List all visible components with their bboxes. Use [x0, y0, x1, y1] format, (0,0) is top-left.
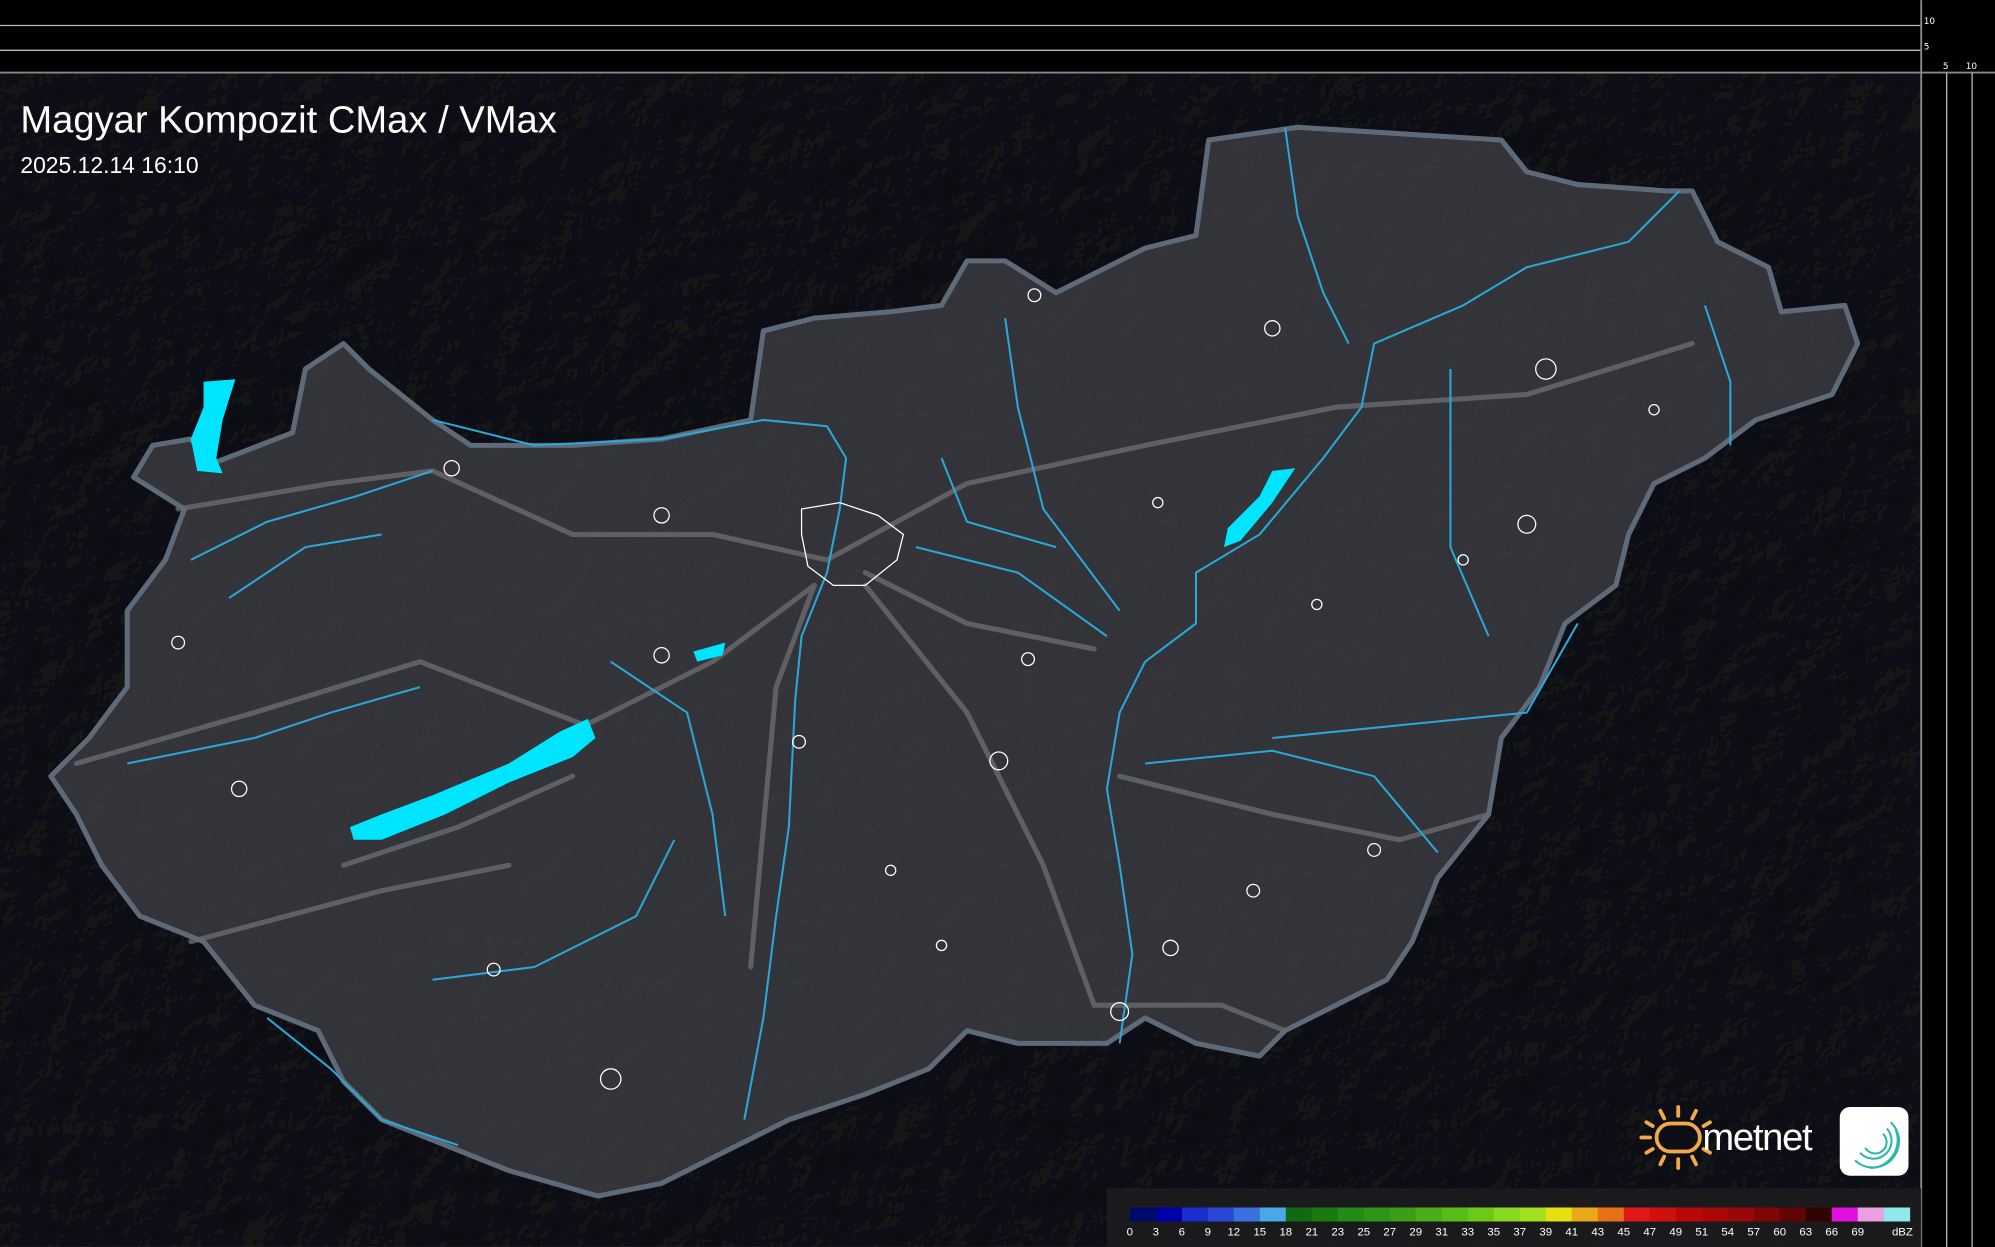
metnet-logo: metnet: [1639, 1105, 1909, 1176]
hungary-country: [48, 124, 1861, 1199]
legend-label: 49: [1669, 1226, 1682, 1238]
legend-label: 21: [1305, 1226, 1318, 1238]
legend-swatch: [1233, 1207, 1261, 1222]
map-timestamp: 2025.12.14 16:10: [20, 152, 198, 178]
legend-swatch: [1519, 1207, 1547, 1222]
roads: [73, 341, 1695, 1034]
legend-label: 47: [1643, 1226, 1656, 1238]
legend-label: 43: [1591, 1226, 1604, 1238]
legend-swatch: [1441, 1207, 1469, 1222]
legend-swatch: [1363, 1207, 1391, 1222]
legend-label: 6: [1179, 1226, 1185, 1238]
legend-label: 3: [1153, 1226, 1159, 1238]
river-danube: [432, 418, 848, 1120]
right-strip: [1921, 0, 1995, 1247]
map-title: Magyar Kompozit CMax / VMax: [20, 98, 556, 141]
legend-swatch: [1493, 1207, 1521, 1222]
legend-label: 27: [1383, 1226, 1396, 1238]
legend-swatch: [1597, 1207, 1625, 1222]
legend-swatch: [1389, 1207, 1417, 1222]
legend-swatch: [1623, 1207, 1651, 1222]
tick-h-10: 10: [1966, 62, 1978, 72]
legend-label: 37: [1513, 1226, 1526, 1238]
tick-h-5: 5: [1943, 62, 1949, 72]
top-band: [0, 0, 1995, 73]
legend-swatches: [1129, 1207, 1911, 1222]
legend-swatch: [1857, 1207, 1885, 1222]
legend-label: 29: [1409, 1226, 1422, 1238]
legend-labels: 0 3 6 9 12 15 18 21 23 25 27 29 31 33 35 37 39 41 43 45 47 49…: [1127, 1226, 1864, 1238]
legend-label: 51: [1695, 1226, 1708, 1238]
legend-swatch: [1675, 1207, 1703, 1222]
legend-swatch: [1467, 1207, 1495, 1222]
legend-label: 35: [1487, 1226, 1500, 1238]
country-fill: [48, 124, 1861, 1199]
legend-swatch: [1545, 1207, 1573, 1222]
legend-label: 0: [1127, 1226, 1133, 1238]
lakes: [190, 379, 1296, 840]
legend-swatch: [1337, 1207, 1365, 1222]
city-budapest: [800, 501, 905, 586]
legend-swatch: [1779, 1207, 1807, 1222]
legend-swatch: [1805, 1207, 1833, 1222]
legend-label: 45: [1617, 1226, 1630, 1238]
color-legend: 0 3 6 9 12 15 18 21 23 25 27 29 31 33 35 37 39 41 43 45 47 49…: [1106, 1188, 1922, 1247]
legend-label: 60: [1773, 1226, 1786, 1238]
legend-swatch: [1831, 1207, 1859, 1222]
legend-swatch: [1207, 1207, 1235, 1222]
legend-swatch: [1727, 1207, 1755, 1222]
legend-label: 63: [1799, 1226, 1812, 1238]
rivers: [127, 127, 1732, 1147]
city-outlines: [171, 288, 1660, 1090]
metnet-wordmark: metnet: [1702, 1116, 1813, 1159]
legend-unit: dBZ: [1892, 1226, 1913, 1238]
legend-swatch: [1753, 1207, 1781, 1222]
legend-swatch: [1259, 1207, 1287, 1222]
legend-label: 25: [1357, 1226, 1370, 1238]
lake-velence: [693, 642, 726, 662]
river-tisza: [1105, 190, 1681, 1044]
legend-swatch: [1129, 1207, 1157, 1222]
legend-swatch: [1285, 1207, 1313, 1222]
legend-label: 39: [1539, 1226, 1552, 1238]
legend-label: 54: [1721, 1226, 1734, 1238]
legend-label: 15: [1253, 1226, 1266, 1238]
legend-label: 57: [1747, 1226, 1760, 1238]
lake-tisza: [1223, 468, 1296, 548]
legend-swatch: [1571, 1207, 1599, 1222]
lake-neusiedl: [190, 379, 236, 474]
sun-icon: [1639, 1105, 1712, 1170]
legend-label: 31: [1435, 1226, 1448, 1238]
legend-swatch: [1883, 1207, 1911, 1222]
legend-swatch: [1181, 1207, 1209, 1222]
legend-swatch: [1415, 1207, 1443, 1222]
legend-label: 69: [1851, 1226, 1864, 1238]
lake-balaton: [349, 718, 596, 840]
legend-swatch: [1701, 1207, 1729, 1222]
legend-swatch: [1311, 1207, 1339, 1222]
legend-label: 41: [1565, 1226, 1578, 1238]
legend-label: 12: [1227, 1226, 1240, 1238]
legend-label: 66: [1825, 1226, 1838, 1238]
legend-label: 18: [1279, 1226, 1292, 1238]
tick-v-10: 10: [1924, 17, 1936, 27]
legend-label: 33: [1461, 1226, 1474, 1238]
legend-label: 23: [1331, 1226, 1344, 1238]
legend-swatch: [1155, 1207, 1183, 1222]
swirl-logo-icon: [1839, 1106, 1909, 1176]
tick-v-5: 5: [1924, 43, 1930, 53]
legend-swatch: [1649, 1207, 1677, 1222]
legend-label: 9: [1205, 1226, 1211, 1238]
